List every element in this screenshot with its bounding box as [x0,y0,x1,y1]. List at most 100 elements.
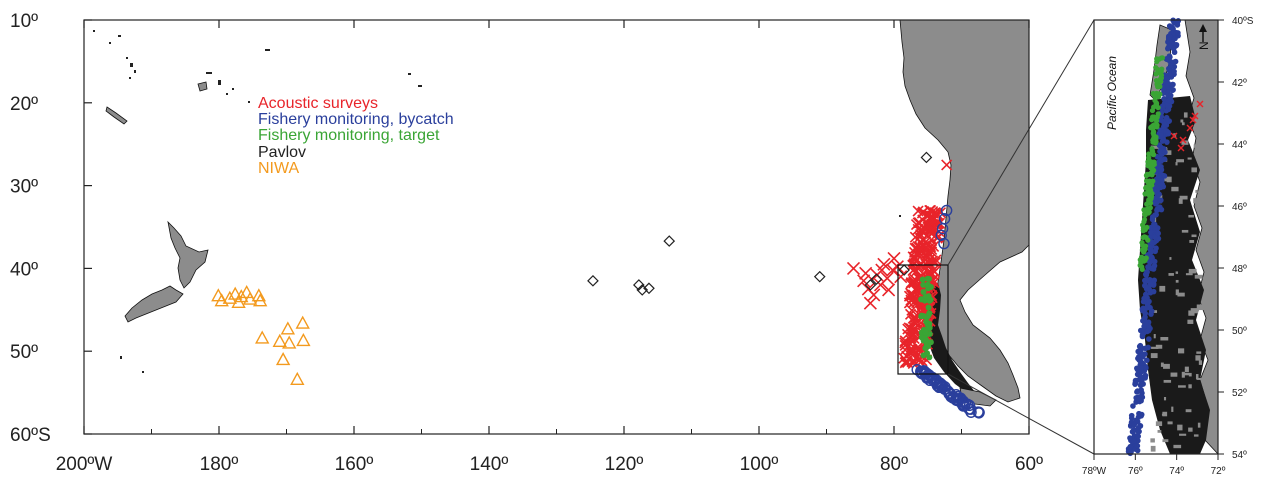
inset-bycatch-mark [1140,381,1146,387]
inset-bycatch-mark [1165,35,1172,41]
bycatch-mark [924,374,936,387]
inset-island-speck [1197,422,1201,428]
inset-bycatch-mark [1169,87,1176,94]
inset-bycatch-mark [1142,345,1149,352]
inset-bycatch-mark [1154,207,1160,214]
acoustic-survey-mark [927,264,939,276]
inset-bycatch-mark [1146,336,1152,342]
inset-target-mark [1145,237,1151,243]
inset-target-mark [1158,67,1164,74]
pavlov-mark [813,270,826,283]
acoustic-survey-mark [859,266,873,280]
inset-target-mark [1148,124,1155,130]
inset-bycatch-mark [1135,433,1141,440]
inset-bycatch-mark [1146,298,1152,305]
inset-island-speck [1187,157,1192,160]
inset-island-speck [1188,384,1192,389]
inset-island-speck [1178,198,1183,204]
inset-bycatch-mark [1133,417,1140,424]
inset-bycatch-mark [1165,129,1171,136]
lon-tick-label: 200ºW [56,454,113,475]
inset-bycatch-mark [1163,114,1170,121]
inset-bycatch-mark [1161,121,1168,127]
inset-island-speck [1171,186,1179,192]
legend-bycatch: Fishery monitoring, bycatch [258,111,454,128]
inset-bycatch-mark [1157,148,1163,155]
niwa-mark [282,335,297,349]
inset-island-speck [1169,257,1172,260]
acoustic-survey-mark [922,219,934,231]
target-mark [920,281,927,288]
acoustic-survey-mark [846,261,861,275]
inset-island-speck [1177,348,1185,354]
inset-island-speck [1185,273,1193,276]
acoustic-survey-mark [894,270,908,284]
inset-map: 40ºS 42º 44º 46º 48º 50º 52º 54º 78ºW 76º 74º 72º P… [1082,16,1254,477]
inset-target-mark [1150,139,1156,145]
inset-target-mark [1139,247,1145,253]
pacific-islands [93,30,901,373]
inset-lon-tick-label: 78ºW [1082,466,1107,477]
inset-target-mark [1153,100,1159,107]
lon-tick-label: 60º [1015,454,1043,475]
pavlov-points [587,151,933,296]
bycatch-mark [921,372,933,384]
pavlov-mark [633,279,645,291]
inset-lat-tick-label: 42º [1232,78,1247,89]
inset-island-speck [1159,285,1166,292]
inset-lon-tick-label: 74º [1169,466,1184,477]
fiji-island [197,81,208,92]
inset-acoustic-mark [1179,136,1187,144]
inset-bycatch-mark [1144,357,1150,364]
acoustic-survey-mark [882,283,896,297]
acoustic-survey-mark [909,284,922,296]
inset-bycatch-mark [1158,206,1165,213]
inset-bycatch-mark [1148,229,1154,236]
inset-island-speck [1153,334,1156,339]
inset-island-speck [1188,310,1195,316]
inset-bycatch-mark [1137,342,1144,349]
inset-bycatch-mark [1138,411,1145,418]
niwa-mark [252,293,268,307]
inset-target-mark [1141,207,1147,213]
legend: Acoustic surveys Fishery monitoring, byc… [258,95,454,177]
inset-bycatch-mark [1142,314,1148,320]
bycatch-mark [972,406,984,418]
inset-bycatch-mark [1138,347,1144,353]
inset-target-mark [1153,71,1159,77]
acoustic-survey-mark [941,159,953,171]
new-zealand-south-island [124,285,184,323]
inset-target-mark [1154,124,1160,130]
bycatch-mark [956,398,969,410]
inset-bycatch-mark [1142,375,1149,381]
inset-target-mark [1139,240,1145,246]
inset-island-speck [1194,130,1201,136]
inset-target-mark [1148,200,1154,206]
inset-island-speck [1188,427,1193,432]
inset-bycatch-mark [1169,24,1176,31]
inset-island-speck [1150,445,1156,452]
niwa-mark [280,321,296,335]
inset-bycatch-mark [1174,22,1181,28]
legend-niwa: NIWA [258,160,300,177]
inset-bycatch-mark [1138,374,1144,381]
inset-bycatch-mark [1159,181,1165,188]
inset-lat-tick-label: 40ºS [1232,16,1254,27]
bycatch-points [911,204,985,419]
inset-island-speck [1187,319,1194,324]
acoustic-survey-mark [899,357,911,369]
inset-bycatch-mark [1136,396,1142,402]
acoustic-survey-mark [907,292,919,304]
inset-island-speck [1177,424,1183,431]
inset-bycatch-mark [1147,281,1154,288]
acoustic-survey-mark [867,288,881,302]
bycatch-mark [936,222,949,235]
acoustic-survey-mark [901,356,914,368]
niwa-mark [295,315,310,329]
inset-target-mark [1146,178,1153,184]
lat-tick-label: 60ºS [10,425,51,446]
acoustic-survey-mark [899,335,911,347]
lon-tick-label: 180º [200,454,239,475]
